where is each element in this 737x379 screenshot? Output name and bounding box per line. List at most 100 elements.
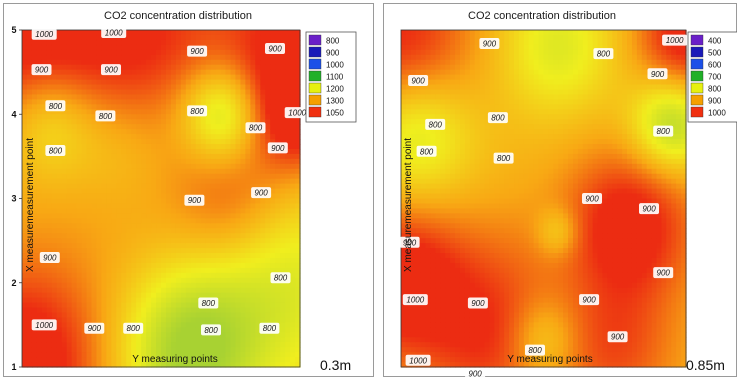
right-cell — [440, 332, 446, 338]
left-cell — [22, 287, 28, 294]
left-cell — [31, 272, 38, 279]
right-cell — [405, 272, 412, 279]
right-cell — [440, 292, 446, 299]
left-cell — [22, 114, 28, 120]
right-cell — [455, 208, 461, 214]
left-cell — [26, 257, 33, 264]
right-cell — [425, 257, 432, 264]
right-cell — [445, 79, 451, 86]
left-cell — [41, 218, 48, 224]
left-cell — [51, 49, 58, 56]
right-cell — [469, 262, 476, 269]
right-cell — [464, 352, 471, 358]
right-cell — [474, 74, 481, 81]
left-cell — [51, 94, 58, 100]
left-cell — [41, 267, 48, 274]
right-cell — [415, 203, 422, 210]
right-cell — [440, 337, 446, 343]
right-cell — [440, 153, 446, 160]
right-cell — [435, 317, 441, 323]
left-cell — [31, 342, 38, 348]
right-cell — [445, 332, 451, 338]
right-cell — [450, 272, 456, 279]
right-cell — [420, 248, 427, 254]
right-cell — [415, 34, 422, 41]
right-cell — [445, 208, 451, 214]
left-cell — [26, 362, 33, 368]
right-cell — [440, 30, 446, 36]
left-cell — [26, 213, 33, 219]
right-cell — [430, 238, 436, 244]
right-cell — [459, 203, 466, 210]
left-cell — [26, 297, 33, 304]
right-cell — [440, 218, 446, 224]
right-cell — [459, 99, 466, 105]
left-cell — [22, 203, 28, 210]
right-cell — [405, 307, 412, 314]
right-cell — [459, 272, 466, 279]
right-cell — [455, 327, 461, 333]
right-cell — [455, 49, 461, 56]
right-cell — [464, 188, 471, 195]
left-cell — [22, 84, 28, 91]
left-cell — [22, 119, 28, 125]
left-cell — [46, 158, 53, 165]
right-cell — [410, 30, 417, 36]
right-cell — [410, 54, 417, 61]
right-cell — [435, 352, 441, 358]
right-cell — [474, 198, 481, 205]
right-cell — [459, 287, 466, 294]
left-cell — [41, 362, 48, 368]
right-cell — [430, 322, 436, 328]
right-cell — [469, 332, 476, 338]
right-cell — [445, 188, 451, 195]
right-cell — [401, 74, 407, 81]
left-cell — [46, 352, 53, 358]
right-cell — [430, 173, 436, 180]
left-cell — [31, 143, 38, 150]
right-cell — [459, 143, 466, 150]
right-cell — [435, 59, 441, 66]
left-cell — [46, 134, 53, 140]
left-cell — [26, 307, 33, 314]
right-cell — [455, 143, 461, 150]
right-cell — [469, 59, 476, 66]
right-cell — [455, 64, 461, 71]
right-cell — [474, 342, 481, 348]
left-cell — [22, 272, 28, 279]
right-cell — [425, 337, 432, 343]
left-cell — [51, 233, 58, 239]
right-cell — [459, 94, 466, 100]
right-cell — [445, 114, 451, 120]
right-cell — [415, 248, 422, 254]
right-cell — [459, 208, 466, 214]
left-cell — [31, 188, 38, 195]
right-cell — [405, 49, 412, 56]
left-cell — [22, 39, 28, 46]
right-cell — [440, 143, 446, 150]
left-cell — [31, 114, 38, 120]
right-cell — [430, 74, 436, 81]
right-cell — [450, 347, 456, 353]
right-cell — [450, 302, 456, 309]
right-cell — [469, 193, 476, 200]
right-cell — [435, 188, 441, 195]
right-cell — [469, 223, 476, 229]
right-cell — [435, 342, 441, 348]
left-cell — [41, 139, 48, 145]
right-cell — [415, 337, 422, 343]
left-cell — [31, 153, 38, 160]
right-cell — [405, 89, 412, 96]
right-cell — [450, 238, 456, 244]
right-cell — [459, 223, 466, 229]
left-cell — [31, 203, 38, 210]
left-cell — [26, 317, 33, 323]
right-cell — [420, 218, 427, 224]
right-cell — [445, 267, 451, 274]
left-cell — [26, 262, 33, 269]
right-cell — [464, 213, 471, 219]
left-cell — [31, 94, 38, 100]
left-cell — [22, 347, 28, 353]
left-cell — [46, 213, 53, 219]
left-cell — [46, 347, 53, 353]
